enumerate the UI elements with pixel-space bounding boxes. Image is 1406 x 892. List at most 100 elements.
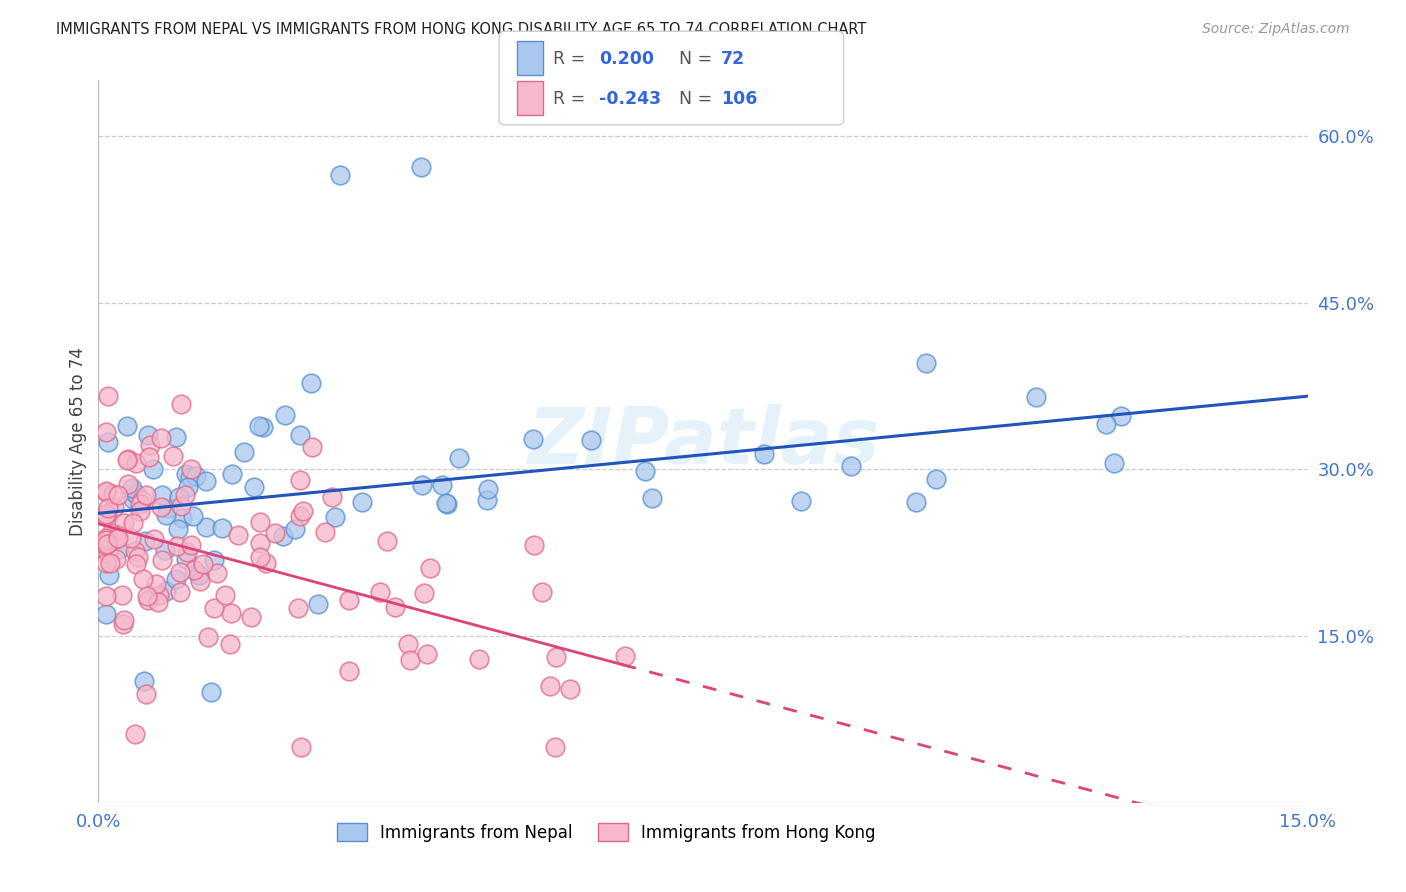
Point	[155, 584, 177, 599]
Point	[181, 509, 204, 524]
Point	[301, 440, 323, 454]
Point	[96, 425, 118, 440]
Point	[613, 649, 636, 664]
Point	[146, 595, 169, 609]
Point	[167, 490, 190, 504]
Point	[538, 680, 561, 694]
Point	[135, 589, 157, 603]
Text: 72: 72	[721, 50, 745, 68]
Point	[135, 687, 157, 701]
Point	[375, 533, 398, 548]
Point	[560, 681, 582, 696]
Point	[1095, 417, 1118, 431]
Point	[752, 447, 775, 461]
Point	[97, 434, 120, 449]
Point	[136, 428, 159, 442]
Point	[299, 376, 322, 390]
Point	[96, 537, 118, 551]
Point	[112, 616, 135, 631]
Point	[153, 543, 176, 558]
Point	[165, 430, 187, 444]
Point	[138, 450, 160, 464]
Point	[97, 547, 120, 561]
Point	[329, 168, 352, 182]
Point	[409, 160, 432, 174]
Point	[105, 552, 128, 566]
Point	[207, 566, 229, 580]
Point	[291, 504, 314, 518]
Text: R =: R =	[553, 50, 591, 68]
Point	[97, 389, 120, 403]
Point	[183, 564, 205, 578]
Point	[271, 529, 294, 543]
Point	[290, 740, 312, 755]
Point	[413, 586, 436, 600]
Point	[155, 508, 177, 522]
Point	[96, 485, 118, 500]
Point	[127, 549, 149, 564]
Point	[188, 568, 211, 582]
Point	[96, 531, 118, 545]
Point	[436, 497, 458, 511]
Point	[321, 490, 343, 504]
Point	[100, 526, 122, 541]
Point	[125, 558, 148, 572]
Point	[337, 664, 360, 678]
Point	[249, 515, 271, 529]
Point	[174, 467, 197, 481]
Point	[477, 482, 499, 496]
Point	[139, 438, 162, 452]
Point	[399, 652, 422, 666]
Point	[1102, 456, 1125, 470]
Point	[288, 428, 311, 442]
Point	[96, 538, 118, 552]
Point	[98, 567, 121, 582]
Point	[169, 585, 191, 599]
Point	[283, 522, 305, 536]
Point	[149, 431, 172, 445]
Point	[523, 538, 546, 552]
Point	[307, 598, 329, 612]
Point	[416, 647, 439, 661]
Point	[107, 531, 129, 545]
Point	[150, 553, 173, 567]
Point	[122, 491, 145, 506]
Point	[249, 536, 271, 550]
Point	[96, 484, 118, 499]
Point	[136, 593, 159, 607]
Point	[634, 464, 657, 478]
Point	[142, 462, 165, 476]
Point	[96, 589, 118, 603]
Point	[522, 432, 544, 446]
Point	[96, 501, 118, 516]
Point	[1025, 390, 1047, 404]
Point	[228, 527, 250, 541]
Point	[352, 495, 374, 509]
Point	[274, 408, 297, 422]
Text: -0.243: -0.243	[599, 90, 661, 108]
Text: 106: 106	[721, 90, 758, 108]
Point	[124, 543, 146, 558]
Point	[107, 528, 129, 542]
Point	[467, 652, 489, 666]
Point	[202, 600, 225, 615]
Point	[905, 495, 928, 509]
Point	[247, 418, 270, 433]
Text: 0.200: 0.200	[599, 50, 654, 68]
Point	[101, 487, 124, 501]
Text: ZIPatlas: ZIPatlas	[527, 403, 879, 480]
Point	[117, 477, 139, 491]
Point	[219, 606, 242, 620]
Point	[287, 601, 309, 615]
Point	[132, 673, 155, 688]
Point	[134, 533, 156, 548]
Point	[641, 491, 664, 505]
Point	[546, 649, 568, 664]
Point	[169, 565, 191, 579]
Point	[131, 493, 153, 508]
Point	[135, 487, 157, 501]
Point	[150, 487, 173, 501]
Point	[132, 572, 155, 586]
Point	[169, 499, 191, 513]
Point	[96, 556, 118, 570]
